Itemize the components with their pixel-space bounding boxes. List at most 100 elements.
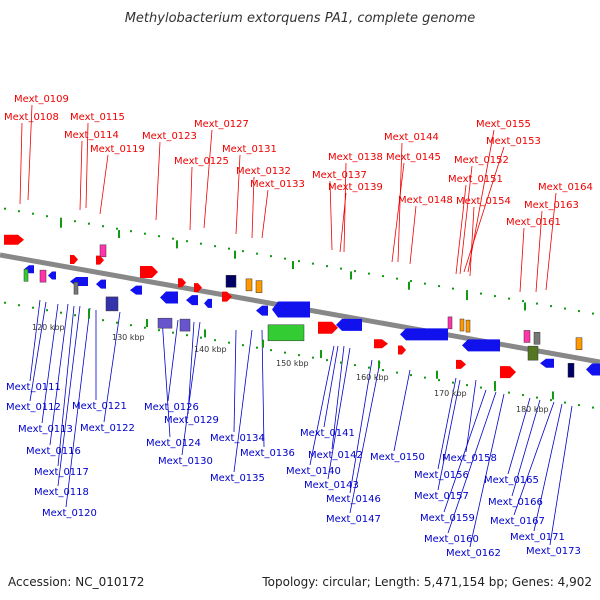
bottom-gene-label: Mext_0126 (144, 402, 199, 413)
track-dot (466, 290, 468, 293)
gene-block (225, 275, 237, 288)
bottom-gene-label: Mext_0134 (210, 433, 265, 444)
reverse-gene-arrow (540, 358, 554, 368)
scale-tick (436, 370, 438, 379)
track-dot (480, 292, 482, 295)
bottom-gene-label: Mext_0157 (414, 491, 469, 502)
top-label-leader (203, 129, 213, 229)
track-dot (452, 287, 454, 290)
track-dot (242, 344, 244, 347)
track-dot (4, 301, 6, 304)
track-dot (116, 321, 118, 324)
top-gene-label: Mext_0119 (90, 144, 145, 155)
track-dot (522, 300, 524, 303)
top-gene-label: Mext_0164 (538, 182, 593, 193)
track-dot (228, 341, 230, 344)
scale-tick (118, 230, 120, 239)
forward-gene-arrow (500, 366, 516, 379)
scale-tick (262, 339, 264, 348)
scale-kbp-label: 170 kbp (434, 389, 467, 398)
bottom-label-leader (549, 405, 573, 546)
track-dot (102, 319, 104, 322)
label-leaders (19, 104, 573, 548)
gene-block (527, 345, 539, 361)
top-gene-label: Mext_0163 (524, 200, 579, 211)
top-gene-label: Mext_0123 (142, 131, 197, 142)
top-label-leader (99, 154, 109, 215)
bottom-label-leader (65, 307, 91, 508)
reverse-gene-arrow (160, 291, 178, 304)
gene-block (245, 278, 253, 292)
scale-tick (552, 391, 554, 400)
scale-tick (146, 319, 148, 328)
scale-tick (234, 250, 236, 259)
track-dot (480, 386, 482, 389)
gene-labels: Mext_0109 Mext_0108 Mext_0115 Mext_0114 Mext… (4, 94, 593, 559)
top-label-leader (27, 104, 33, 201)
track-dot (298, 354, 300, 357)
topology-text: Topology: circular; Length: 5,471,154 bp… (261, 575, 592, 589)
gene-block (105, 296, 119, 312)
top-gene-label: Mext_0125 (174, 156, 229, 167)
track-dot (438, 379, 440, 382)
scale-kbp-label: 130 kbp (112, 333, 145, 342)
track-dot (18, 210, 20, 213)
gene-block (465, 319, 471, 333)
bottom-gene-label: Mext_0158 (442, 453, 497, 464)
track-dot (564, 307, 566, 310)
scale-tick (466, 292, 468, 301)
gene-block (533, 331, 541, 345)
forward-gene-arrow (4, 234, 24, 245)
track-dot (172, 331, 174, 334)
forward-gene-arrow (194, 283, 202, 293)
forward-gene-arrow (456, 359, 466, 369)
bottom-gene-label: Mext_0129 (164, 415, 219, 426)
bottom-label-leader (161, 317, 171, 438)
top-label-leader (343, 162, 347, 253)
top-label-leader (19, 122, 23, 205)
track-dot (158, 329, 160, 332)
top-gene-label: Mext_0138 (328, 152, 383, 163)
reverse-gene-arrow (48, 271, 56, 280)
top-label-leader (189, 166, 193, 231)
track-dot (32, 306, 34, 309)
scale-kbp-label: 140 kbp (194, 345, 227, 354)
top-label-leader (469, 206, 475, 277)
scale-kbp-label: 150 kbp (276, 359, 309, 368)
top-label-leader (545, 192, 557, 291)
reverse-gene-arrow (70, 276, 88, 286)
bottom-label-leader (533, 403, 563, 532)
top-label-leader (409, 205, 417, 265)
scale-tick (524, 302, 526, 311)
top-gene-label: Mext_0115 (70, 112, 125, 123)
track-dot (494, 389, 496, 392)
track-dot (368, 366, 370, 369)
forward-gene-arrow (96, 255, 104, 265)
bottom-label-leader (233, 329, 237, 433)
track-dot (340, 361, 342, 364)
track-dot (228, 247, 230, 250)
bottom-gene-label: Mext_0135 (210, 473, 265, 484)
bottom-label-leader (349, 359, 373, 494)
bottom-gene-label: Mext_0122 (80, 423, 135, 434)
top-label-leader (463, 146, 505, 273)
bottom-label-leader (349, 361, 381, 514)
gene-block (567, 363, 575, 378)
track-dot (396, 277, 398, 280)
track-dot (200, 336, 202, 339)
track-dot (130, 230, 132, 233)
top-label-leader (467, 129, 495, 273)
top-gene-label: Mext_0109 (14, 94, 69, 105)
track-dot (32, 212, 34, 215)
top-label-leader (339, 192, 347, 253)
track-dot (172, 237, 174, 240)
top-label-leader (535, 210, 543, 293)
track-dot (200, 242, 202, 245)
top-label-leader (455, 184, 467, 275)
scale-kbp-label: 160 kbp (356, 373, 389, 382)
bottom-gene-label: Mext_0136 (240, 448, 295, 459)
scale-kbp-label: 120 kbp (32, 323, 65, 332)
top-label-leader (261, 189, 269, 239)
bottom-gene-label: Mext_0142 (308, 450, 363, 461)
forward-gene-arrow (374, 339, 388, 349)
